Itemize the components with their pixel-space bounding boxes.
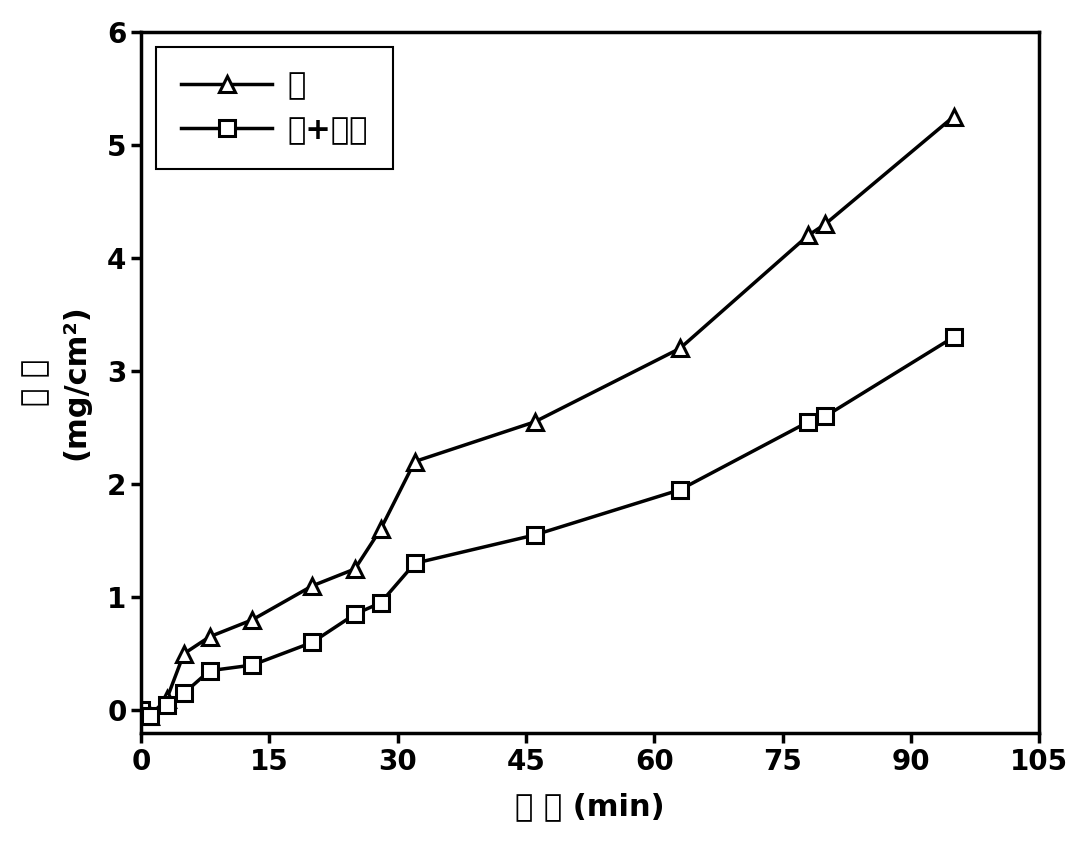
- 钉: [408, 456, 421, 466]
- 钉: [178, 648, 191, 658]
- 钉+涂层: [947, 332, 960, 342]
- 钉+涂层: [819, 411, 832, 421]
- 钉+涂层: [802, 417, 815, 427]
- 钉: [528, 417, 541, 427]
- 钉: [203, 632, 216, 642]
- 钉+涂层: [374, 598, 387, 608]
- 钉: [143, 711, 156, 721]
- 钉: [135, 706, 148, 716]
- 钉: [819, 219, 832, 229]
- 钉+涂层: [135, 706, 148, 716]
- 钉: [160, 694, 173, 704]
- X-axis label: 时 间 (min): 时 间 (min): [515, 792, 665, 821]
- 钉+涂层: [160, 700, 173, 710]
- 钉+涂层: [306, 637, 319, 647]
- 钉+涂层: [528, 530, 541, 540]
- 钉+涂层: [203, 666, 216, 676]
- 钉: [374, 525, 387, 535]
- 钉+涂层: [143, 711, 156, 721]
- Line: 钉+涂层: 钉+涂层: [134, 329, 962, 723]
- 钉: [348, 564, 362, 574]
- 钉: [306, 581, 319, 591]
- 钉: [947, 112, 960, 122]
- Line: 钉: 钉: [134, 109, 962, 723]
- 钉+涂层: [178, 688, 191, 698]
- 钉+涂层: [408, 558, 421, 568]
- 钉: [246, 615, 259, 625]
- 钉+涂层: [673, 485, 686, 495]
- 钉+涂层: [348, 609, 362, 619]
- 钉+涂层: [246, 660, 259, 670]
- 钉: [802, 231, 815, 241]
- Legend: 钉, 钉+涂层: 钉, 钉+涂层: [157, 47, 392, 169]
- 钉: [673, 344, 686, 354]
- Y-axis label: 增 重
(mg/cm²): 增 重 (mg/cm²): [21, 305, 90, 461]
